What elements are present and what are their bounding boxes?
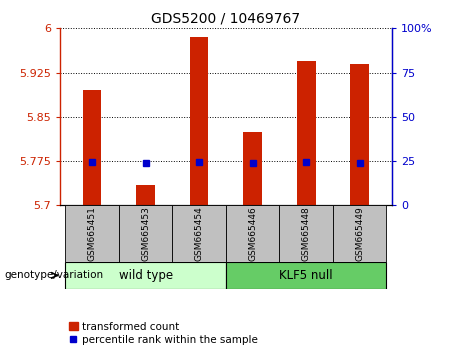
Bar <box>65 205 119 262</box>
Text: GSM665448: GSM665448 <box>301 206 311 261</box>
Bar <box>297 61 316 205</box>
Text: GSM665451: GSM665451 <box>88 206 96 261</box>
Bar <box>83 90 101 205</box>
Bar <box>279 205 333 262</box>
Bar <box>172 205 226 262</box>
Bar <box>243 132 262 205</box>
Text: GSM665453: GSM665453 <box>141 206 150 261</box>
Bar <box>350 64 369 205</box>
Title: GDS5200 / 10469767: GDS5200 / 10469767 <box>151 12 301 26</box>
Text: GSM665449: GSM665449 <box>355 206 364 261</box>
Bar <box>226 262 386 289</box>
Bar <box>65 262 226 289</box>
Bar <box>136 185 155 205</box>
Text: KLF5 null: KLF5 null <box>279 269 333 282</box>
Text: wild type: wild type <box>118 269 173 282</box>
Text: GSM665454: GSM665454 <box>195 206 204 261</box>
Legend: transformed count, percentile rank within the sample: transformed count, percentile rank withi… <box>65 317 262 349</box>
Text: genotype/variation: genotype/variation <box>5 270 104 280</box>
Bar <box>119 205 172 262</box>
Text: GSM665446: GSM665446 <box>248 206 257 261</box>
Bar <box>190 37 208 205</box>
Bar <box>333 205 386 262</box>
Bar <box>226 205 279 262</box>
